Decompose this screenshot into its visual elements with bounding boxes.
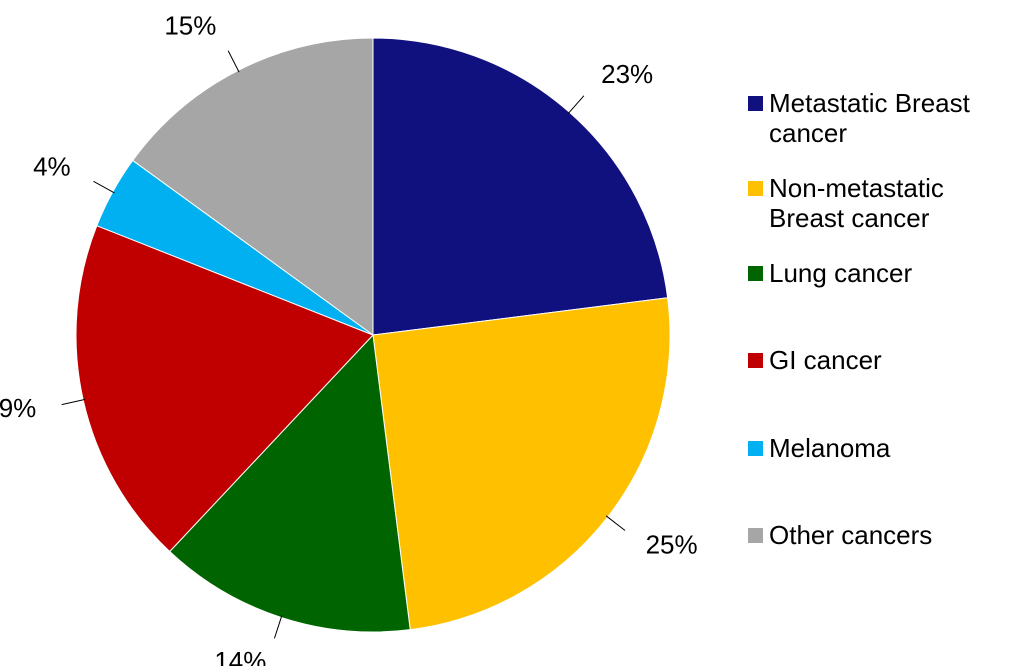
- legend-label: Melanoma: [769, 433, 891, 463]
- leader-line: [93, 180, 115, 194]
- legend-item: Lung cancer: [748, 258, 1018, 288]
- legend-swatch: [748, 353, 763, 368]
- data-label: 14%: [214, 646, 266, 666]
- data-label: 4%: [33, 152, 71, 182]
- legend-item: Metastatic Breast cancer: [748, 88, 1018, 148]
- leader-line: [227, 50, 240, 73]
- legend-item: Other cancers: [748, 520, 1018, 550]
- leader-line: [605, 515, 626, 531]
- legend-label: Metastatic Breast cancer: [769, 88, 970, 148]
- legend-label: GI cancer: [769, 345, 882, 375]
- legend-swatch: [748, 181, 763, 196]
- data-label: 23%: [601, 59, 653, 89]
- legend-swatch: [748, 266, 763, 281]
- data-label: 15%: [164, 10, 216, 40]
- leader-line: [61, 398, 86, 406]
- legend-label: Non-metastatic Breast cancer: [769, 173, 944, 233]
- legend-item: Non-metastatic Breast cancer: [748, 173, 1018, 233]
- pie-slice: [372, 297, 671, 631]
- legend-label: Lung cancer: [769, 258, 913, 288]
- leader-line: [567, 95, 585, 115]
- data-label: 19%: [0, 393, 36, 423]
- leader-line: [273, 615, 283, 639]
- legend-item: Melanoma: [748, 433, 1018, 463]
- legend-swatch: [748, 96, 763, 111]
- legend-label: Other cancers: [769, 520, 933, 550]
- data-label: 25%: [646, 529, 698, 559]
- legend-swatch: [748, 528, 763, 543]
- legend-item: GI cancer: [748, 345, 1018, 375]
- legend-swatch: [748, 441, 763, 456]
